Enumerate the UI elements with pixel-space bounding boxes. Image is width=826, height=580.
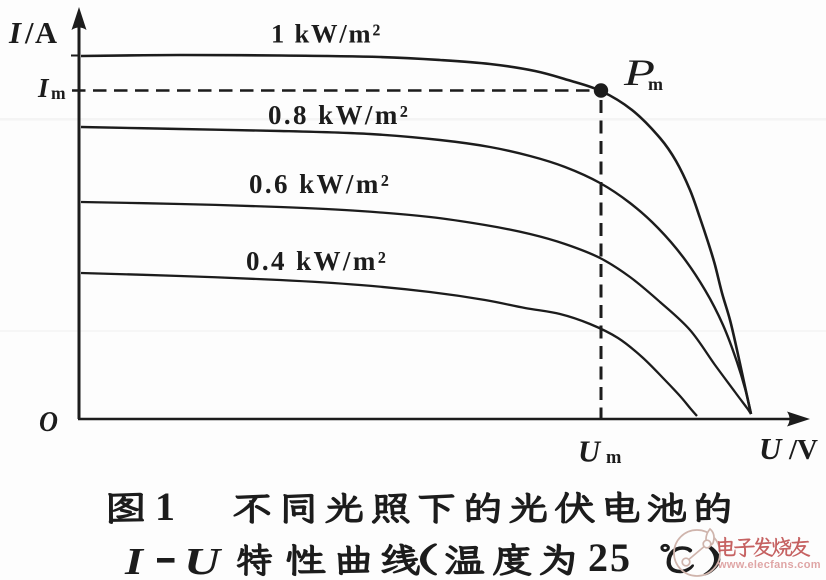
svg-text:U: U — [184, 541, 223, 580]
svg-text:0.8 kW/m²: 0.8 kW/m² — [268, 100, 410, 130]
svg-text:www.elecfans.com: www.elecfans.com — [717, 559, 821, 571]
svg-text:1 kW/m²: 1 kW/m² — [271, 19, 382, 49]
svg-text:U: U — [578, 435, 602, 469]
svg-text:0.4 kW/m²: 0.4 kW/m² — [246, 246, 388, 276]
svg-text:/A: /A — [24, 16, 59, 50]
svg-text:m: m — [648, 74, 663, 94]
svg-text:2: 2 — [588, 535, 610, 580]
svg-text:m: m — [606, 448, 622, 468]
svg-text:1: 1 — [155, 484, 175, 529]
svg-text:m: m — [51, 83, 66, 103]
svg-text:5: 5 — [610, 535, 630, 580]
svg-text:I: I — [37, 73, 50, 103]
svg-text:I: I — [124, 541, 145, 580]
svg-text:0.6 kW/m²: 0.6 kW/m² — [249, 169, 391, 199]
svg-text:P: P — [623, 53, 655, 94]
svg-text:I: I — [8, 15, 22, 50]
svg-text:O: O — [39, 407, 58, 438]
svg-text:U: U — [759, 431, 783, 466]
svg-text:/V: /V — [788, 434, 818, 466]
